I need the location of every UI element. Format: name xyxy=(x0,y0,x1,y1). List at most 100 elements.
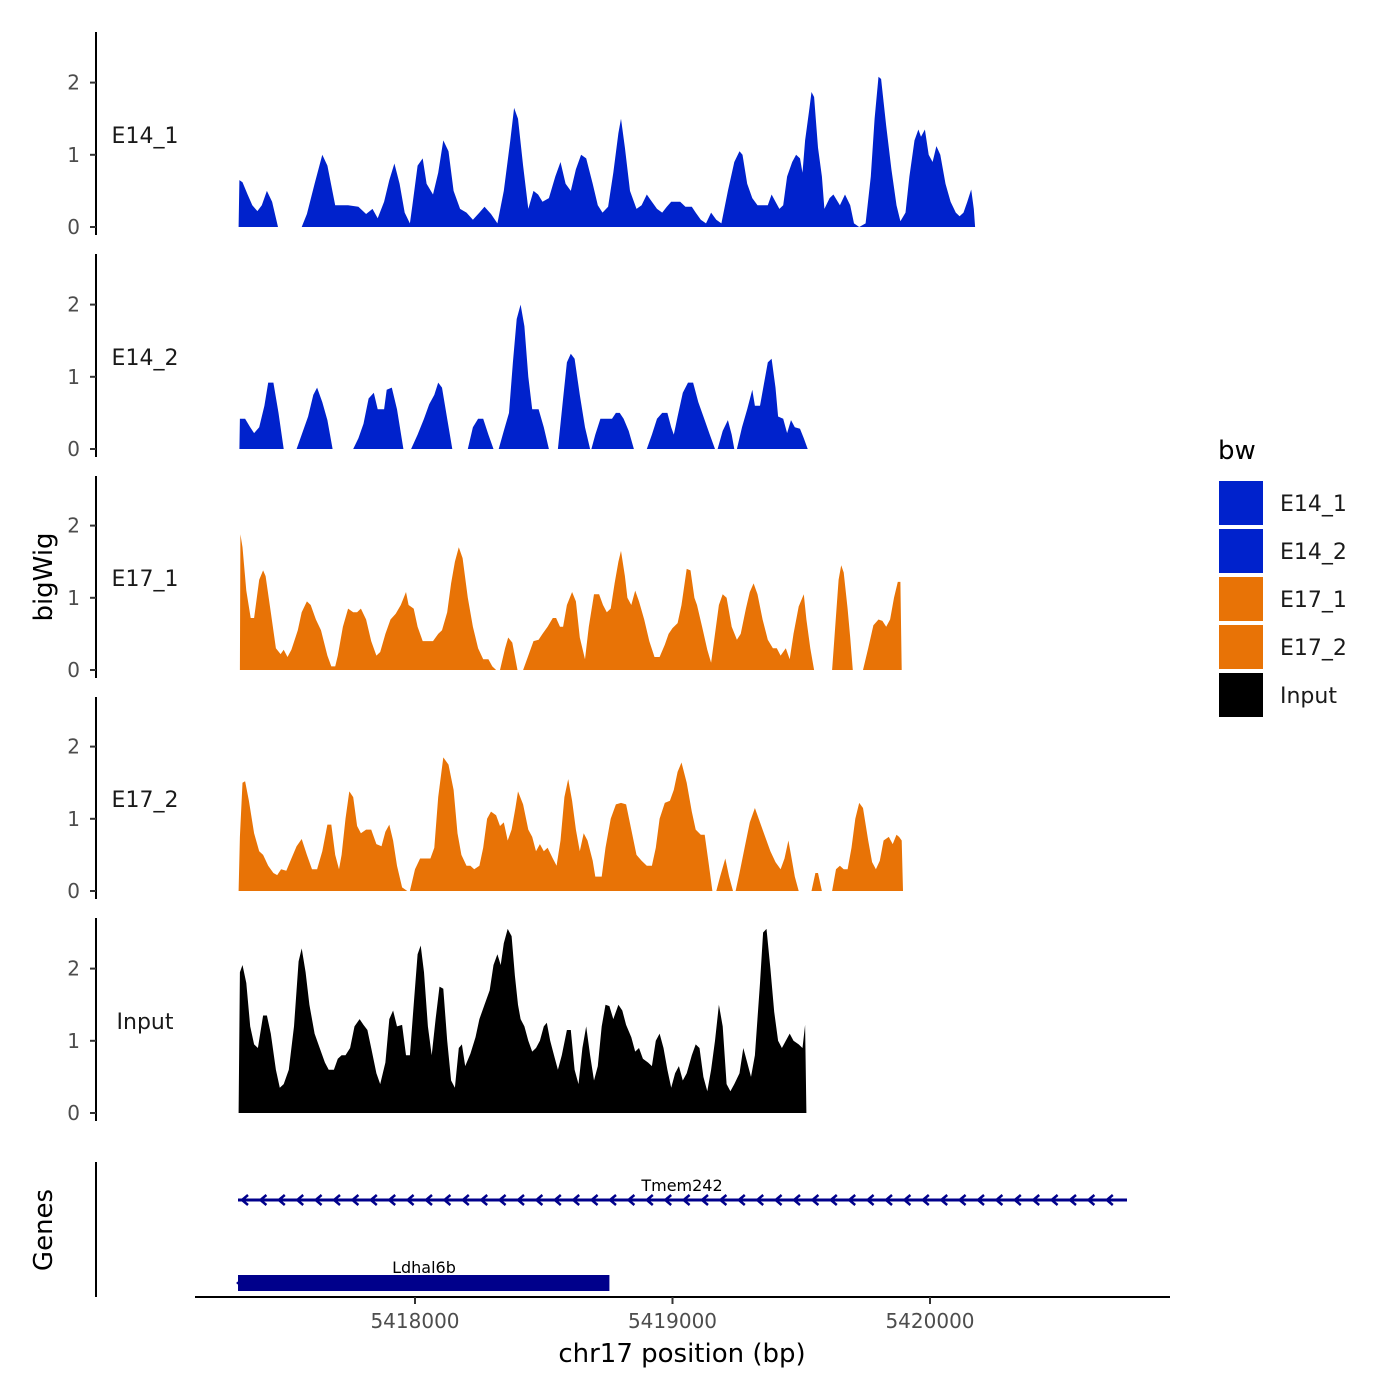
strand-arrow xyxy=(350,1194,360,1206)
strand-arrow xyxy=(902,1194,912,1206)
strand-arrow xyxy=(1031,1194,1041,1206)
track-e17_1: 0 1 2 E17_1 xyxy=(67,476,902,682)
strand-arrow xyxy=(1049,1194,1059,1206)
legend-item-input: Input xyxy=(1217,671,1337,719)
strand-arrow xyxy=(276,1194,286,1206)
track-e14_2: 0 1 2 E14_2 xyxy=(67,254,808,461)
strand-arrow xyxy=(424,1194,433,1206)
track-label: E14_2 xyxy=(112,346,179,371)
track-e17_2: 0 1 2 E17_2 xyxy=(67,697,904,903)
strand-arrow xyxy=(755,1194,765,1206)
track-label: E14_1 xyxy=(112,124,179,149)
legend-label: E14_1 xyxy=(1280,492,1347,517)
genes-title: Genes xyxy=(29,1189,59,1271)
strand-arrow xyxy=(681,1194,691,1206)
legend-item-e14_2: E14_2 xyxy=(1217,527,1347,575)
y-tick-label: 1 xyxy=(67,1029,80,1053)
signal-area-e17_1 xyxy=(239,534,902,670)
strand-arrow xyxy=(1086,1194,1096,1206)
strand-arrow xyxy=(976,1194,985,1206)
strand-arrow xyxy=(736,1194,746,1206)
gene-exon-block xyxy=(238,1275,610,1291)
track-input: 0 1 2 Input xyxy=(67,918,807,1125)
strand-arrow xyxy=(663,1194,673,1206)
strand-arrow xyxy=(810,1194,820,1206)
strand-arrow xyxy=(295,1194,305,1206)
x-axis-title: chr17 position (bp) xyxy=(558,1339,805,1369)
y-tick-label: 0 xyxy=(67,437,80,461)
legend: bw E14_1 E14_2 E17_1 E17_2 Input xyxy=(1217,436,1347,719)
legend-swatch xyxy=(1217,623,1265,671)
legend-title: bw xyxy=(1218,436,1256,466)
legend-swatch xyxy=(1217,527,1265,575)
track-label: Input xyxy=(117,1010,174,1035)
strand-arrow xyxy=(479,1194,489,1206)
strand-arrow xyxy=(368,1194,378,1206)
strand-arrow xyxy=(1104,1194,1114,1206)
strand-arrow xyxy=(387,1194,397,1206)
strand-arrow xyxy=(644,1194,654,1206)
strand-arrow xyxy=(865,1194,875,1206)
strand-arrow xyxy=(773,1194,783,1206)
gene-ldhal6b: Ldhal6b xyxy=(236,1258,610,1291)
strand-arrow xyxy=(236,1277,245,1289)
signal-area-e17_2 xyxy=(238,757,904,891)
strand-arrow xyxy=(460,1194,470,1206)
signal-area-e14_1 xyxy=(238,76,976,227)
strand-arrow xyxy=(920,1194,930,1206)
y-tick-label: 2 xyxy=(67,71,80,95)
y-tick-label: 1 xyxy=(67,143,80,167)
track-label: E17_2 xyxy=(112,788,179,813)
strand-arrow xyxy=(552,1194,562,1206)
y-tick-label: 0 xyxy=(67,879,80,903)
y-tick-label: 2 xyxy=(67,957,80,981)
strand-arrow xyxy=(332,1194,341,1206)
legend-item-e17_1: E17_1 xyxy=(1217,575,1347,623)
strand-arrow xyxy=(718,1194,728,1206)
strand-arrow xyxy=(589,1194,599,1206)
track-e14_1: 0 1 2 E14_1 xyxy=(67,32,976,239)
signal-area-e14_2 xyxy=(239,304,808,449)
strand-arrow xyxy=(939,1194,949,1206)
strand-arrow xyxy=(828,1194,838,1206)
x-tick-label: 5420000 xyxy=(885,1309,974,1333)
strand-arrow xyxy=(497,1194,507,1206)
signal-area-input xyxy=(238,928,807,1113)
tracks-layer: 0 1 2 E14_1 0 1 2 E14_2 0 1 2 E17_1 0 1 2 E17_2 0 1 2 Input xyxy=(67,32,976,1125)
strand-arrow xyxy=(957,1194,967,1206)
strand-arrow xyxy=(571,1194,581,1206)
legend-label: E17_1 xyxy=(1280,588,1347,613)
strand-arrow xyxy=(608,1194,617,1206)
y-tick-label: 0 xyxy=(67,215,80,239)
strand-arrow xyxy=(847,1194,857,1206)
x-axis: chr17 position (bp) 5418000 5419000 542000… xyxy=(195,1296,1170,1369)
y-tick-label: 1 xyxy=(67,365,80,389)
legend-swatch xyxy=(1217,575,1265,623)
legend-swatch xyxy=(1217,671,1265,719)
strand-arrow xyxy=(626,1194,636,1206)
strand-arrow xyxy=(994,1194,1004,1206)
strand-arrow xyxy=(700,1194,709,1206)
y-tick-label: 2 xyxy=(67,514,80,538)
strand-arrow xyxy=(516,1194,525,1206)
y-tick-label: 2 xyxy=(67,293,80,317)
x-tick-label: 5418000 xyxy=(370,1309,459,1333)
strand-arrow xyxy=(1012,1194,1022,1206)
y-tick-label: 2 xyxy=(67,735,80,759)
legend-item-e14_1: E14_1 xyxy=(1217,479,1347,527)
gene-label: Tmem242 xyxy=(640,1176,722,1195)
gene-label: Ldhal6b xyxy=(392,1258,456,1277)
legend-label: Input xyxy=(1280,684,1337,709)
y-tick-label: 1 xyxy=(67,586,80,610)
strand-arrow xyxy=(1068,1194,1077,1206)
legend-label: E14_2 xyxy=(1280,540,1347,565)
legend-item-e17_2: E17_2 xyxy=(1217,623,1347,671)
strand-arrow xyxy=(313,1194,323,1206)
strand-arrow xyxy=(405,1194,415,1206)
gene-tmem242: Tmem242 xyxy=(238,1176,1127,1206)
strand-arrow xyxy=(258,1194,268,1206)
genes-panel: Genes Tmem242 Ldhal6b xyxy=(29,1162,1127,1297)
strand-arrow xyxy=(884,1194,893,1206)
track-label: E17_1 xyxy=(112,567,179,592)
